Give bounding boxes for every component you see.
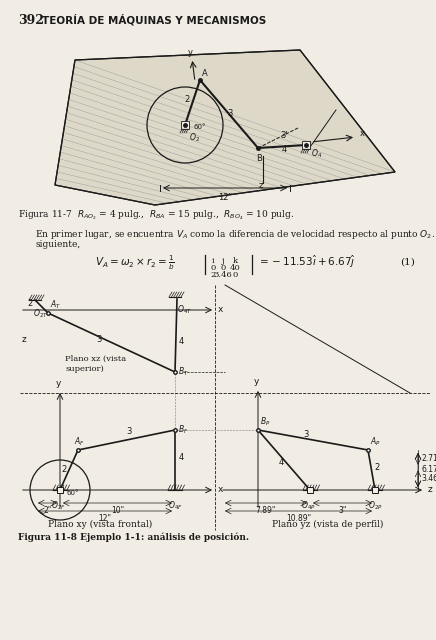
Text: y: y [253, 377, 259, 386]
Text: 2: 2 [375, 463, 380, 472]
Text: $A_T$: $A_T$ [50, 298, 61, 311]
Text: $O_{2P}$: $O_{2P}$ [368, 499, 382, 511]
Text: $= -11.53\hat{\imath} + 6.67\hat{\jmath}$: $= -11.53\hat{\imath} + 6.67\hat{\jmath}… [257, 254, 356, 270]
Text: Figura 11-7  $R_{AO_2}$ = 4 pulg.,  $R_{BA}$ = 15 pulg.,  $R_{BO_4}$ = 10 pulg.: Figura 11-7 $R_{AO_2}$ = 4 pulg., $R_{BA… [18, 208, 294, 221]
Text: 60°: 60° [193, 124, 205, 130]
Text: 10": 10" [111, 506, 124, 515]
Text: Plano xy (vista frontal): Plano xy (vista frontal) [48, 520, 152, 529]
Text: z: z [428, 486, 433, 495]
Text: TEORÍA DE MÁQUINAS Y MECANISMOS: TEORÍA DE MÁQUINAS Y MECANISMOS [42, 14, 266, 26]
Text: Plano xz (vista
superior): Plano xz (vista superior) [65, 355, 126, 373]
Text: Plano yz (vista de perfil): Plano yz (vista de perfil) [272, 520, 384, 529]
Text: $A_P$: $A_P$ [370, 435, 381, 448]
Text: y: y [187, 48, 193, 57]
Text: 0: 0 [220, 264, 225, 272]
Text: En primer lugar, se encuentra $V_A$ como la diferencia de velocidad respecto al : En primer lugar, se encuentra $V_A$ como… [35, 228, 436, 241]
Text: B: B [256, 154, 262, 163]
Text: x: x [218, 486, 223, 495]
Text: 392: 392 [18, 14, 44, 27]
Text: $O_{4P}$: $O_{4P}$ [301, 499, 315, 511]
Text: 3.46: 3.46 [214, 271, 232, 279]
Text: $O_{4T}$: $O_{4T}$ [177, 304, 192, 317]
Text: y: y [55, 379, 61, 388]
Text: 3: 3 [96, 335, 102, 344]
Text: 12": 12" [99, 514, 112, 523]
Text: 2: 2 [61, 465, 66, 474]
Text: 3': 3' [280, 131, 288, 140]
Text: i: i [212, 257, 215, 265]
Bar [372, 487, 378, 493]
Text: 6.17": 6.17" [421, 465, 436, 474]
Text: 0: 0 [232, 271, 238, 279]
Text: 3: 3 [303, 430, 308, 439]
Text: 3: 3 [126, 427, 132, 436]
Text: k: k [232, 257, 238, 265]
Text: x: x [360, 129, 365, 138]
Text: 3: 3 [227, 109, 232, 118]
Text: 2: 2 [27, 300, 32, 308]
Text: 2": 2" [43, 506, 51, 515]
Text: (1): (1) [400, 257, 415, 266]
Text: j: j [221, 257, 224, 265]
Text: A: A [202, 69, 208, 78]
Text: $A_F$: $A_F$ [74, 435, 85, 448]
Text: 60°: 60° [66, 490, 78, 496]
Text: 7.89": 7.89" [256, 506, 276, 515]
Text: 12": 12" [218, 193, 232, 202]
Text: 2: 2 [184, 95, 190, 104]
Text: 3.46": 3.46" [421, 474, 436, 483]
Text: $B_F$: $B_F$ [178, 424, 188, 436]
Text: $O_{2T}$: $O_{2T}$ [33, 307, 48, 319]
Bar [307, 487, 313, 493]
Text: 4: 4 [279, 458, 284, 467]
Polygon shape [55, 50, 395, 205]
Text: 40: 40 [230, 264, 240, 272]
Text: $B_T$: $B_T$ [178, 365, 189, 378]
Text: 2: 2 [211, 271, 216, 279]
Text: 4: 4 [282, 145, 287, 154]
Text: z: z [259, 181, 263, 190]
Text: z: z [22, 335, 27, 344]
Text: $O_2$: $O_2$ [189, 132, 200, 145]
Bar [57, 487, 63, 493]
Text: $O_4$: $O_4$ [311, 148, 322, 161]
Text: $V_A = \omega_2 \times r_2 = \frac{1}{b}$: $V_A = \omega_2 \times r_2 = \frac{1}{b}… [95, 254, 175, 273]
Text: 0: 0 [211, 264, 216, 272]
Text: siguiente,: siguiente, [35, 240, 80, 249]
Text: 2.71": 2.71" [421, 454, 436, 463]
Bar [302, 141, 310, 149]
Text: 4: 4 [179, 337, 184, 346]
Text: 4: 4 [179, 453, 184, 462]
Text: 10.89": 10.89" [286, 514, 311, 523]
Bar [181, 121, 189, 129]
Text: $O_{2F}$: $O_{2F}$ [51, 499, 65, 511]
Text: 3": 3" [338, 506, 347, 515]
Text: $O_{4F}$: $O_{4F}$ [168, 499, 182, 511]
Text: Figura 11-8 Ejemplo 1-1: análisis de posición.: Figura 11-8 Ejemplo 1-1: análisis de pos… [18, 532, 249, 541]
Text: x: x [218, 305, 223, 314]
Text: $B_P$: $B_P$ [260, 415, 270, 428]
